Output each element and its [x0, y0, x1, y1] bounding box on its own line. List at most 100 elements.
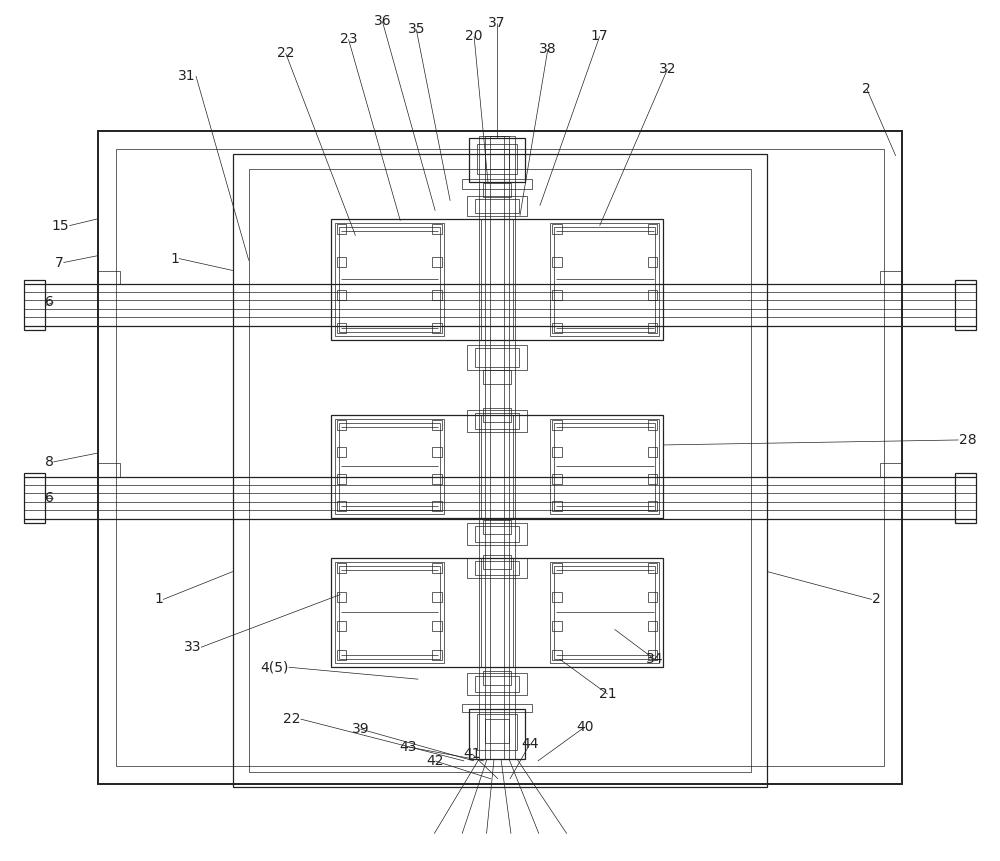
Text: 2: 2 [862, 82, 871, 96]
Text: 8: 8 [45, 455, 53, 469]
Bar [331, 415, 663, 517]
Bar [475, 199, 519, 213]
Text: 34: 34 [646, 653, 663, 666]
Text: 15: 15 [52, 219, 69, 232]
Bar [955, 473, 976, 523]
Bar [337, 562, 346, 573]
Bar [648, 592, 657, 602]
Bar [550, 223, 659, 337]
Text: 22: 22 [277, 46, 294, 60]
Text: 44: 44 [521, 737, 539, 751]
Bar [554, 566, 655, 660]
Bar [648, 257, 657, 267]
Bar [462, 704, 532, 712]
Bar [485, 719, 509, 743]
Bar [955, 281, 976, 331]
Bar [485, 136, 509, 759]
Text: 42: 42 [426, 754, 444, 768]
Bar [490, 136, 504, 759]
Bar [552, 290, 562, 300]
Bar [552, 592, 562, 602]
Text: 33: 33 [183, 641, 201, 654]
Bar [880, 463, 902, 477]
Bar [648, 447, 657, 457]
Bar [331, 219, 663, 340]
Bar [337, 290, 346, 300]
Text: 1: 1 [154, 592, 163, 606]
Bar [24, 281, 45, 331]
Bar [432, 224, 442, 233]
Bar [648, 474, 657, 484]
Bar [432, 447, 442, 457]
Bar [339, 566, 440, 660]
Bar [337, 447, 346, 457]
Bar [475, 676, 519, 692]
Bar [483, 183, 511, 197]
Bar [432, 474, 442, 484]
Bar [337, 324, 346, 333]
Text: 38: 38 [539, 42, 557, 56]
Text: 37: 37 [488, 16, 506, 30]
Bar [648, 224, 657, 233]
Bar [24, 473, 45, 523]
Text: 6: 6 [45, 491, 53, 505]
Bar [337, 621, 346, 631]
Bar [432, 621, 442, 631]
Bar [331, 558, 663, 667]
Text: 22: 22 [283, 712, 301, 726]
Bar [483, 408, 511, 422]
Bar [552, 650, 562, 660]
Text: 6: 6 [45, 295, 53, 309]
Bar [475, 526, 519, 542]
Bar [335, 561, 444, 663]
Bar [337, 592, 346, 602]
Text: 7: 7 [55, 256, 63, 269]
Text: 40: 40 [576, 720, 593, 734]
Text: 35: 35 [408, 22, 425, 36]
Text: 21: 21 [599, 687, 616, 701]
Bar [483, 672, 511, 685]
Text: 41: 41 [463, 747, 481, 761]
Bar [335, 419, 444, 514]
Bar [233, 154, 767, 787]
Bar [98, 131, 902, 784]
Bar [249, 169, 751, 772]
Bar [337, 650, 346, 660]
Bar [469, 709, 525, 759]
Bar [462, 179, 532, 189]
Bar [552, 324, 562, 333]
Text: 39: 39 [352, 722, 369, 736]
Bar [479, 136, 515, 759]
Bar [554, 423, 655, 510]
Bar [554, 226, 655, 332]
Text: 31: 31 [178, 69, 196, 84]
Bar [648, 501, 657, 511]
Bar [467, 523, 527, 545]
Bar [477, 144, 517, 174]
Bar [432, 501, 442, 511]
Bar [337, 474, 346, 484]
Bar [432, 562, 442, 573]
Bar [552, 420, 562, 430]
Bar [648, 562, 657, 573]
Bar [475, 348, 519, 367]
Bar [475, 561, 519, 574]
Bar [337, 257, 346, 267]
Text: 23: 23 [340, 32, 357, 46]
Bar [485, 149, 509, 169]
Bar [467, 345, 527, 370]
Bar [116, 149, 884, 766]
Bar [648, 420, 657, 430]
Bar [552, 224, 562, 233]
Text: 17: 17 [591, 29, 608, 43]
Bar [337, 224, 346, 233]
Bar [648, 290, 657, 300]
Bar [337, 501, 346, 511]
Bar [467, 673, 527, 695]
Bar [648, 650, 657, 660]
Bar [469, 138, 525, 182]
Text: 36: 36 [374, 15, 391, 28]
Bar [467, 410, 527, 432]
Bar [432, 324, 442, 333]
Bar [648, 621, 657, 631]
